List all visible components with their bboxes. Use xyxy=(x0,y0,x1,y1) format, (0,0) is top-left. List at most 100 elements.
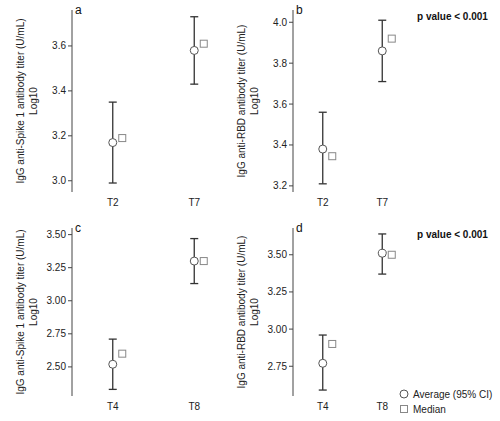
error-bar-cap xyxy=(190,83,198,84)
y-tick-label: 3.50 xyxy=(268,249,288,260)
x-tick-label: T4 xyxy=(107,401,119,412)
mean-marker xyxy=(109,139,117,147)
y-tick xyxy=(289,291,293,292)
error-bar-cap xyxy=(378,20,386,21)
legend-label: Average (95% CI) xyxy=(413,389,492,400)
y-tick xyxy=(289,144,293,145)
y-tick-label: 4.0 xyxy=(273,17,287,28)
y-tick xyxy=(68,45,72,46)
error-bar xyxy=(109,102,117,183)
x-tick-label: T2 xyxy=(107,197,119,208)
error-bar-cap xyxy=(319,334,327,335)
y-tick xyxy=(68,333,72,334)
panel: 2.75 3.00 3.25 3.50 T4 T8 d IgG anti-RBD antibo… xyxy=(236,221,488,412)
y-tick-label: 3.25 xyxy=(268,286,288,297)
y-tick-label: 3.6 xyxy=(273,99,287,110)
error-bar-cap xyxy=(319,112,327,113)
y-tick-label: 3.2 xyxy=(52,130,66,141)
y-tick xyxy=(68,234,72,235)
x-tick-label: T7 xyxy=(376,197,388,208)
y-tick xyxy=(289,254,293,255)
median-marker xyxy=(388,35,395,42)
panel: 2.502.753.003.253.50T4T8cIgG anti-Spike … xyxy=(15,221,207,412)
legend-label: Median xyxy=(413,404,446,415)
error-bar-cap xyxy=(109,182,117,183)
mean-marker xyxy=(190,46,198,54)
y-tick-label: 3.6 xyxy=(52,40,66,51)
error-bar-cap xyxy=(109,101,117,102)
y-tick xyxy=(68,135,72,136)
error-bar xyxy=(319,112,327,184)
error-bar-cap xyxy=(109,389,117,390)
y-axis xyxy=(72,228,73,396)
y-tick-label: 2.50 xyxy=(47,361,67,372)
x-tick-label: T2 xyxy=(317,197,329,208)
error-bar-cap xyxy=(378,273,386,274)
x-tick-label: T4 xyxy=(317,401,329,412)
error-bar xyxy=(190,17,198,84)
median-marker xyxy=(119,350,126,357)
panel-label: a xyxy=(75,3,82,17)
mean-marker xyxy=(378,47,386,55)
y-tick xyxy=(68,366,72,367)
annotation: p value < 0.001 xyxy=(417,229,488,240)
y-tick xyxy=(68,180,72,181)
marks xyxy=(319,234,396,390)
y-tick xyxy=(289,185,293,186)
error-bar-cap xyxy=(109,338,117,339)
y-tick xyxy=(68,267,72,268)
y-tick xyxy=(68,90,72,91)
y-axis xyxy=(72,10,73,192)
y-axis xyxy=(293,10,294,192)
y-tick xyxy=(289,104,293,105)
error-bar xyxy=(319,335,327,390)
legend-swatch xyxy=(400,390,408,398)
median-marker xyxy=(388,251,395,258)
y-axis-label: IgG anti-RBD antibody titer (U/mL) xyxy=(236,236,247,389)
y-axis-label: IgG anti-Spike 1 antibody titer (U/mL) xyxy=(15,229,26,394)
panel: 3.0 3.2 3.4 3.6 T2 T7 a IgG anti-Spike 1 antibo… xyxy=(15,3,207,208)
mean-marker xyxy=(190,257,198,265)
legend-swatch xyxy=(401,406,408,413)
y-axis-label: IgG anti-RBD antibody titer (U/mL) xyxy=(236,25,247,178)
median-marker xyxy=(200,258,207,265)
error-bar-cap xyxy=(190,283,198,284)
y-tick-label: 2.75 xyxy=(47,328,67,339)
annotation: p value < 0.001 xyxy=(417,11,488,22)
y-axis xyxy=(293,228,294,396)
panel-label: b xyxy=(296,3,303,17)
x-tick-label: T8 xyxy=(376,401,388,412)
panel-label: d xyxy=(296,221,303,235)
x-tick-label: T7 xyxy=(188,197,200,208)
mean-marker xyxy=(319,145,327,153)
mean-marker xyxy=(319,359,327,367)
error-bar xyxy=(378,234,386,274)
error-bar-cap xyxy=(190,16,198,17)
y-tick-label: 2.75 xyxy=(268,361,288,372)
legend: Average (95% CI) Median xyxy=(400,389,492,415)
error-bar xyxy=(190,239,198,284)
y-tick xyxy=(289,22,293,23)
y-tick xyxy=(289,329,293,330)
y-tick-label: 3.0 xyxy=(52,175,66,186)
y-axis-label: Log10 xyxy=(249,298,260,326)
mean-marker xyxy=(378,249,386,257)
median-marker xyxy=(329,340,336,347)
error-bar-cap xyxy=(319,183,327,184)
error-bar-cap xyxy=(190,238,198,239)
y-axis-label: Log10 xyxy=(249,87,260,115)
y-tick-label: 3.4 xyxy=(52,85,66,96)
y-tick-label: 3.25 xyxy=(47,262,67,273)
panel: 3.23.43.63.84.0T2T7bIgG anti-RBD antibod… xyxy=(236,3,488,208)
y-tick-label: 3.2 xyxy=(273,180,287,191)
y-tick-label: 3.00 xyxy=(268,324,288,335)
median-marker xyxy=(200,40,207,47)
figure: 3.0 3.2 3.4 3.6 T2 T7 a IgG anti-Spike 1 antibo… xyxy=(0,0,500,421)
x-tick-label: T8 xyxy=(188,401,200,412)
panel-label: c xyxy=(75,221,81,235)
mean-marker xyxy=(109,360,117,368)
median-marker xyxy=(329,153,336,160)
y-tick-label: 3.8 xyxy=(273,58,287,69)
y-tick-label: 3.50 xyxy=(47,229,67,240)
y-axis-label: IgG anti-Spike 1 antibody titer (U/mL) xyxy=(15,18,26,183)
